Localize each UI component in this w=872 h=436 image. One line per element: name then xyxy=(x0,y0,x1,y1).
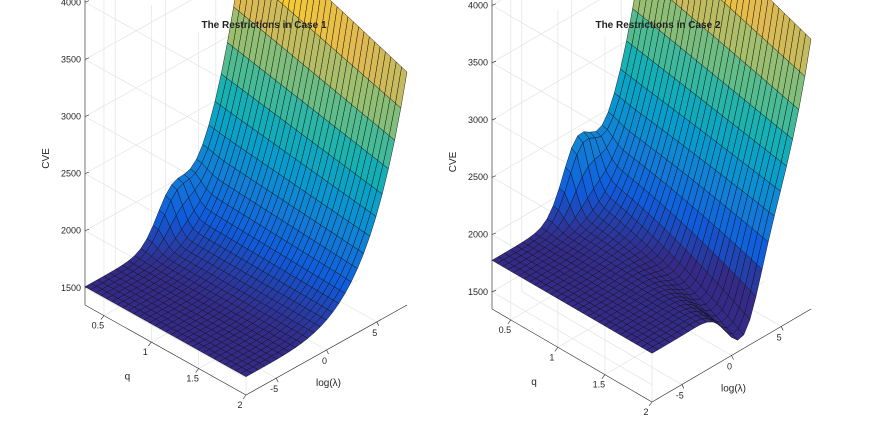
y-tick-mark xyxy=(601,374,606,379)
chart-panel-case-2: 1500 2000 2500 3000 3500 4000 -5 0 5 0.5 1 1.5 2 log(… xyxy=(448,0,812,417)
chart-panel-case-1: 1500 2000 2500 3000 3500 4000 -5 0 5 0.5 1 1.5 2 log(… xyxy=(41,0,408,410)
x-tick-mark xyxy=(681,384,685,389)
z-tick-mark xyxy=(84,0,90,3)
y-axis-line xyxy=(84,304,247,396)
surface-face xyxy=(646,346,659,354)
z-tick-label: 2000 xyxy=(468,230,488,240)
z-tick-mark xyxy=(84,228,90,232)
x-tick-mark xyxy=(326,349,329,355)
chart-title: The Restrictions in Case 2 xyxy=(595,20,720,31)
y-tick-mark xyxy=(148,341,152,347)
y-tick-mark xyxy=(554,347,559,352)
z-tick-label: 3500 xyxy=(468,58,488,68)
z-tick-mark xyxy=(84,114,90,117)
y-tick-mark xyxy=(507,319,512,325)
x-gridline xyxy=(521,0,682,385)
z-tick-label: 1500 xyxy=(61,283,81,293)
z-tick-mark xyxy=(491,60,497,63)
z-tick-mark xyxy=(84,171,90,174)
x-tick-label: 0 xyxy=(727,362,732,372)
z-axis-label: CVE xyxy=(41,148,52,169)
z-tick-mark xyxy=(491,232,497,235)
x-tick-label: -5 xyxy=(676,391,684,401)
y-tick-mark xyxy=(242,394,247,400)
y-tick-label: 1 xyxy=(143,347,148,357)
z-tick-label: 3500 xyxy=(61,54,81,64)
z-tick-mark xyxy=(491,290,497,293)
x-tick-label: -5 xyxy=(270,384,278,394)
y-axis-label: q xyxy=(531,377,537,388)
z-tick-label: 3000 xyxy=(61,112,81,122)
z-tick-mark xyxy=(84,57,90,60)
z-tick-label: 4000 xyxy=(468,0,488,10)
y-tick-mark xyxy=(648,401,653,407)
y-tick-label: 1 xyxy=(549,352,554,362)
z-tick-mark xyxy=(84,286,90,289)
z-tick-label: 2500 xyxy=(61,169,81,179)
x-tick-mark xyxy=(731,355,734,360)
x-tick-label: 5 xyxy=(777,332,782,342)
x-tick-mark xyxy=(376,321,380,327)
z-tick-mark xyxy=(491,3,497,6)
y-tick-label: 1.5 xyxy=(186,374,199,384)
z-tick-mark xyxy=(491,118,497,121)
x-axis-label: log(λ) xyxy=(316,378,341,389)
x-tick-label: 5 xyxy=(372,328,377,338)
y-axis-line xyxy=(491,308,653,403)
y-tick-label: 2 xyxy=(237,400,242,410)
z-tick-label: 2000 xyxy=(61,226,81,236)
y-tick-label: 0.5 xyxy=(92,321,105,331)
z-tick-label: 4000 xyxy=(61,0,81,7)
y-tick-mark xyxy=(100,315,105,320)
z-tick-label: 3000 xyxy=(468,115,488,125)
y-tick-label: 1.5 xyxy=(593,380,606,390)
x-tick-mark xyxy=(275,377,279,383)
y-tick-label: 2 xyxy=(643,407,648,417)
chart-title: The Restrictions in Case 1 xyxy=(201,20,326,31)
z-axis-label: CVE xyxy=(448,151,459,172)
y-axis-label: q xyxy=(125,372,131,383)
x-tick-mark xyxy=(780,326,784,331)
z-tick-mark xyxy=(491,175,497,178)
z-tick-label: 2500 xyxy=(468,172,488,182)
z-tick-label: 1500 xyxy=(468,287,488,297)
surface-face xyxy=(240,370,253,377)
x-tick-label: 0 xyxy=(322,356,327,366)
x-axis-label: log(λ) xyxy=(721,384,746,395)
y-tick-label: 0.5 xyxy=(499,325,512,335)
y-tick-mark xyxy=(195,368,199,373)
